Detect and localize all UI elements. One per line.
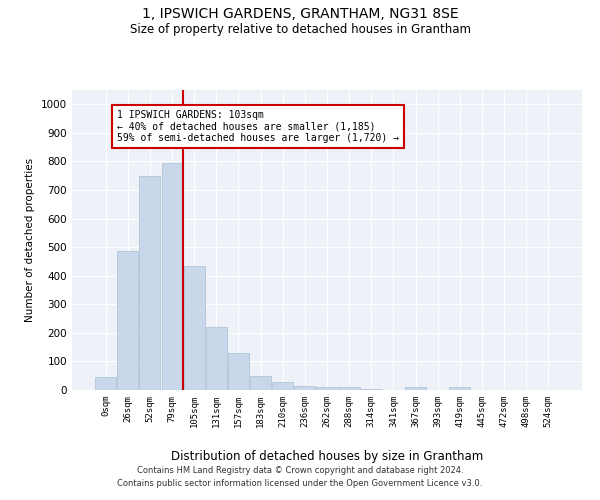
- Bar: [206, 327, 227, 390]
- Bar: [295, 386, 316, 390]
- Bar: [338, 387, 359, 390]
- Bar: [272, 382, 293, 390]
- Bar: [118, 252, 139, 390]
- Bar: [95, 377, 116, 390]
- Y-axis label: Number of detached properties: Number of detached properties: [25, 158, 35, 322]
- Text: 1, IPSWICH GARDENS, GRANTHAM, NG31 8SE: 1, IPSWICH GARDENS, GRANTHAM, NG31 8SE: [142, 8, 458, 22]
- Bar: [361, 388, 382, 390]
- Text: Size of property relative to detached houses in Grantham: Size of property relative to detached ho…: [130, 22, 470, 36]
- Text: 1 IPSWICH GARDENS: 103sqm
← 40% of detached houses are smaller (1,185)
59% of se: 1 IPSWICH GARDENS: 103sqm ← 40% of detac…: [117, 110, 399, 143]
- Text: Contains HM Land Registry data © Crown copyright and database right 2024.
Contai: Contains HM Land Registry data © Crown c…: [118, 466, 482, 487]
- Text: Distribution of detached houses by size in Grantham: Distribution of detached houses by size …: [171, 450, 483, 463]
- Bar: [184, 266, 205, 390]
- Bar: [449, 387, 470, 390]
- Bar: [250, 376, 271, 390]
- Bar: [139, 176, 160, 390]
- Bar: [228, 354, 249, 390]
- Bar: [405, 387, 426, 390]
- Bar: [161, 163, 182, 390]
- Bar: [316, 387, 338, 390]
